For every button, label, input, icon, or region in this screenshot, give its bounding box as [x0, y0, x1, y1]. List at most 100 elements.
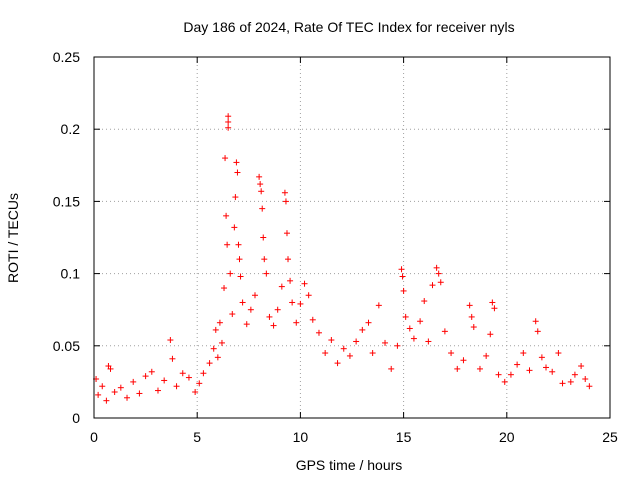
data-point — [365, 319, 372, 326]
x-tick-label: 25 — [602, 429, 618, 445]
data-point — [417, 318, 424, 325]
data-point — [256, 173, 263, 180]
data-point — [491, 305, 498, 312]
data-point — [433, 264, 440, 271]
data-point — [222, 155, 229, 162]
data-point — [507, 371, 514, 378]
data-point — [448, 350, 455, 357]
y-axis-label: ROTI / TECUs — [5, 193, 21, 283]
x-tick-label: 10 — [293, 429, 309, 445]
data-point — [227, 270, 234, 277]
data-point — [532, 318, 539, 325]
data-point — [173, 383, 180, 390]
data-point — [236, 256, 243, 263]
data-point — [567, 378, 574, 385]
data-point — [192, 389, 199, 396]
data-point — [260, 234, 267, 241]
data-point — [95, 391, 102, 398]
data-point — [154, 387, 161, 394]
x-tick-label: 15 — [396, 429, 412, 445]
data-point — [514, 361, 521, 368]
data-point — [224, 241, 231, 248]
data-point — [216, 319, 223, 326]
data-point — [375, 302, 382, 309]
data-point — [229, 311, 236, 318]
data-point — [526, 367, 533, 374]
data-point — [293, 319, 300, 326]
x-tick-label: 0 — [90, 429, 98, 445]
data-point — [214, 354, 221, 361]
data-point — [206, 360, 213, 367]
data-point — [359, 326, 366, 333]
x-tick-label: 5 — [193, 429, 201, 445]
data-point — [468, 313, 475, 320]
data-point — [234, 169, 241, 176]
data-point — [99, 383, 106, 390]
data-point — [287, 277, 294, 284]
data-point — [346, 352, 353, 359]
data-point — [328, 337, 335, 344]
data-point — [538, 354, 545, 361]
data-point — [148, 368, 155, 375]
data-point — [261, 256, 268, 263]
data-point — [130, 378, 137, 385]
data-point — [586, 383, 593, 390]
data-point — [406, 325, 413, 332]
data-point — [334, 360, 341, 367]
data-point — [322, 350, 329, 357]
data-point — [259, 205, 266, 212]
data-point — [441, 328, 448, 335]
data-point — [225, 124, 232, 131]
data-point — [534, 328, 541, 335]
data-point — [301, 280, 308, 287]
data-point — [571, 371, 578, 378]
data-point — [315, 329, 322, 336]
data-point — [285, 256, 292, 263]
data-point — [400, 287, 407, 294]
data-point — [200, 370, 207, 377]
data-point — [117, 384, 124, 391]
data-point — [239, 299, 246, 306]
data-point — [483, 352, 490, 359]
data-point — [399, 273, 406, 280]
data-point — [410, 335, 417, 342]
data-point — [309, 316, 316, 323]
data-point — [549, 368, 556, 375]
data-point — [435, 270, 442, 277]
data-point — [179, 370, 186, 377]
data-point — [555, 350, 562, 357]
data-point — [136, 390, 143, 397]
y-tick-label: 0.1 — [61, 266, 81, 282]
data-point — [225, 113, 232, 120]
data-point — [578, 363, 585, 370]
data-point — [543, 364, 550, 371]
data-point — [237, 273, 244, 280]
data-point — [402, 313, 409, 320]
data-point — [582, 376, 589, 383]
data-point — [258, 188, 265, 195]
data-point — [247, 306, 254, 313]
data-point — [210, 345, 217, 352]
data-point — [243, 321, 250, 328]
data-point — [281, 189, 288, 196]
data-point — [382, 339, 389, 346]
data-point — [111, 389, 118, 396]
data-point — [289, 299, 296, 306]
data-point — [169, 355, 176, 362]
data-point — [167, 337, 174, 344]
data-point — [559, 380, 566, 387]
data-point — [520, 350, 527, 357]
data-point — [103, 397, 110, 404]
chart-title: Day 186 of 2024, Rate Of TEC Index for r… — [183, 19, 514, 35]
x-axis-label: GPS time / hours — [296, 457, 403, 473]
data-points — [93, 113, 593, 404]
y-tick-label: 0.15 — [53, 193, 80, 209]
data-point — [398, 266, 405, 273]
data-point — [394, 342, 401, 349]
y-tick-label: 0.2 — [61, 121, 81, 137]
y-tick-label: 0 — [72, 410, 80, 426]
data-point — [489, 299, 496, 306]
data-point — [142, 373, 149, 380]
data-point — [235, 241, 242, 248]
